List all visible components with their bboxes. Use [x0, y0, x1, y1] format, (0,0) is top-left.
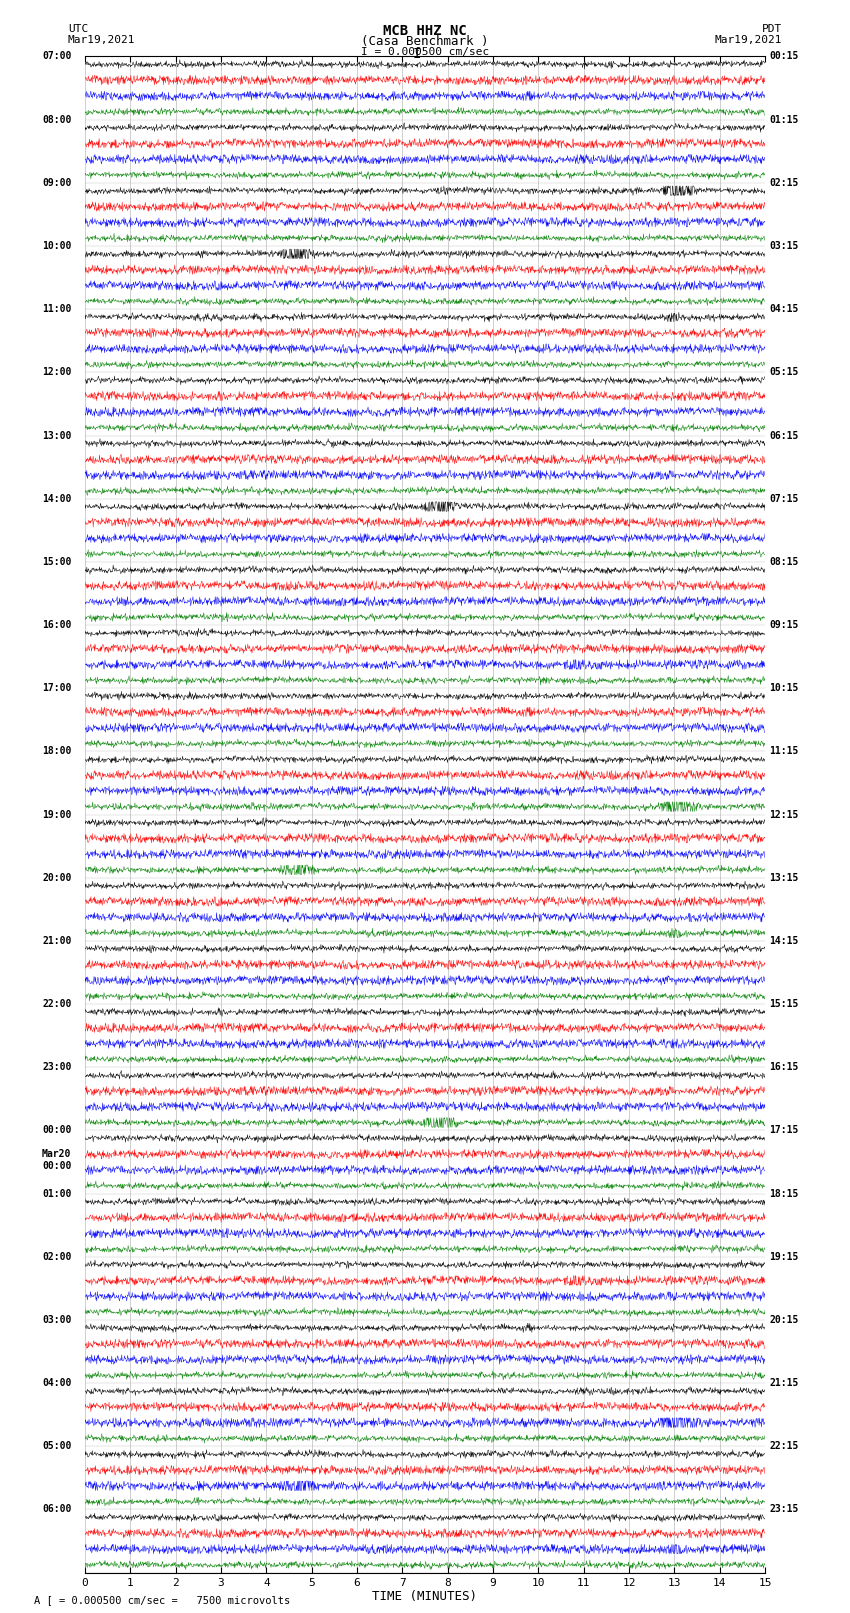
Text: I: I	[412, 47, 421, 61]
Text: 06:00: 06:00	[42, 1505, 71, 1515]
Text: 01:00: 01:00	[42, 1189, 71, 1198]
Text: 18:15: 18:15	[769, 1189, 799, 1198]
Text: 15:00: 15:00	[42, 556, 71, 566]
Text: 20:00: 20:00	[42, 873, 71, 882]
Text: UTC: UTC	[68, 24, 88, 34]
Text: 06:15: 06:15	[769, 431, 799, 440]
Text: 00:00: 00:00	[42, 1126, 71, 1136]
Text: I = 0.000500 cm/sec: I = 0.000500 cm/sec	[361, 47, 489, 56]
Text: 16:15: 16:15	[769, 1063, 799, 1073]
Text: 09:00: 09:00	[42, 177, 71, 187]
Text: 11:00: 11:00	[42, 305, 71, 315]
Text: A [ = 0.000500 cm/sec =   7500 microvolts: A [ = 0.000500 cm/sec = 7500 microvolts	[34, 1595, 290, 1605]
Text: 08:15: 08:15	[769, 556, 799, 566]
Text: 19:00: 19:00	[42, 810, 71, 819]
Text: 02:15: 02:15	[769, 177, 799, 187]
Text: 17:15: 17:15	[769, 1126, 799, 1136]
Text: 19:15: 19:15	[769, 1252, 799, 1261]
Text: 11:15: 11:15	[769, 747, 799, 756]
Text: (Casa Benchmark ): (Casa Benchmark )	[361, 35, 489, 48]
Text: 14:00: 14:00	[42, 494, 71, 503]
Text: 14:15: 14:15	[769, 936, 799, 945]
Text: 15:15: 15:15	[769, 998, 799, 1010]
Text: MCB HHZ NC: MCB HHZ NC	[383, 24, 467, 39]
Text: 23:00: 23:00	[42, 1063, 71, 1073]
Text: 16:00: 16:00	[42, 619, 71, 631]
Text: 13:00: 13:00	[42, 431, 71, 440]
Text: 07:00: 07:00	[42, 52, 71, 61]
Text: 22:00: 22:00	[42, 998, 71, 1010]
Text: 22:15: 22:15	[769, 1442, 799, 1452]
Text: 21:00: 21:00	[42, 936, 71, 945]
Text: 03:15: 03:15	[769, 240, 799, 252]
X-axis label: TIME (MINUTES): TIME (MINUTES)	[372, 1590, 478, 1603]
Text: 04:15: 04:15	[769, 305, 799, 315]
Text: 18:00: 18:00	[42, 747, 71, 756]
Text: 17:00: 17:00	[42, 684, 71, 694]
Text: 12:00: 12:00	[42, 368, 71, 377]
Text: 13:15: 13:15	[769, 873, 799, 882]
Text: 09:15: 09:15	[769, 619, 799, 631]
Text: 02:00: 02:00	[42, 1252, 71, 1261]
Text: 00:15: 00:15	[769, 52, 799, 61]
Text: 10:00: 10:00	[42, 240, 71, 252]
Text: 12:15: 12:15	[769, 810, 799, 819]
Text: 23:15: 23:15	[769, 1505, 799, 1515]
Text: 07:15: 07:15	[769, 494, 799, 503]
Text: 20:15: 20:15	[769, 1315, 799, 1324]
Text: 04:00: 04:00	[42, 1378, 71, 1389]
Text: 03:00: 03:00	[42, 1315, 71, 1324]
Text: 10:15: 10:15	[769, 684, 799, 694]
Text: 08:00: 08:00	[42, 115, 71, 124]
Text: 21:15: 21:15	[769, 1378, 799, 1389]
Text: 01:15: 01:15	[769, 115, 799, 124]
Text: Mar20
00:00: Mar20 00:00	[42, 1150, 71, 1171]
Text: 05:15: 05:15	[769, 368, 799, 377]
Text: 05:00: 05:00	[42, 1442, 71, 1452]
Text: PDT: PDT	[762, 24, 782, 34]
Text: Mar19,2021: Mar19,2021	[68, 35, 135, 45]
Text: Mar19,2021: Mar19,2021	[715, 35, 782, 45]
